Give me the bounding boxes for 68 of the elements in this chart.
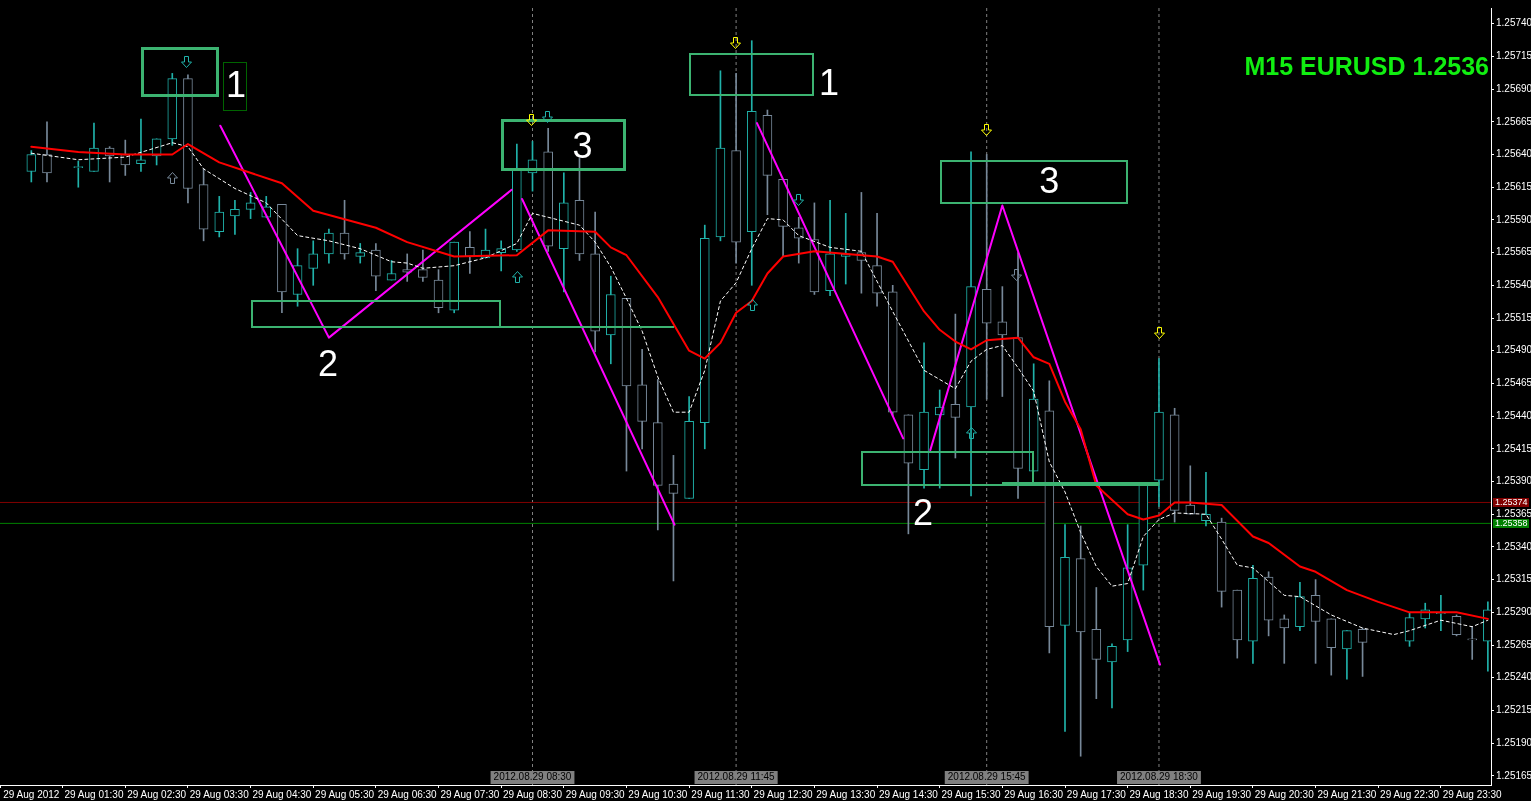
x-tick-label: 29 Aug 15:30 [941,788,1001,800]
x-tick-label: 29 Aug 16:30 [1004,788,1064,800]
x-tick-label: 29 Aug 12:30 [753,788,813,800]
x-tick-label: 29 Aug 08:30 [503,788,563,800]
annotation: 3 [1039,159,1060,201]
x-tick-label: 29 Aug 01:30 [64,788,124,800]
ref-line-label: 1.25358 [1495,517,1528,528]
y-tick-label: 1.25315 [1496,573,1531,585]
x-tick-label: 29 Aug 04:30 [252,788,312,800]
y-tick-label: 1.25665 [1496,115,1531,127]
annotation: 1 [225,63,246,105]
y-tick-label: 1.25640 [1496,148,1531,160]
x-tick-label: 29 Aug 22:30 [1380,788,1440,800]
candlestick [1279,614,1290,664]
y-tick-label: 1.25490 [1496,344,1531,356]
candlestick [1185,465,1196,515]
x-tick-label: 29 Aug 23:30 [1442,788,1503,800]
y-tick-label: 1.25740 [1496,17,1531,29]
x-tick-label: 29 Aug 21:30 [1317,788,1377,800]
x-tick-label: 29 Aug 07:30 [440,788,500,800]
y-tick-label: 1.25340 [1496,540,1531,552]
y-tick-label: 1.25240 [1496,671,1531,683]
annotation: 1 [819,61,840,103]
annotation: 3 [572,125,593,167]
y-tick-label: 1.25465 [1496,377,1531,389]
x-tick-label: 29 Aug 11:30 [691,788,750,800]
y-tick-label: 1.25590 [1496,213,1531,225]
x-tick-label: 29 Aug 2012 [3,788,60,800]
x-tick-label: 29 Aug 18:30 [1129,788,1189,800]
candlestick [136,118,146,172]
x-tick-label: 29 Aug 10:30 [628,788,688,800]
y-tick-label: 1.25715 [1496,50,1531,62]
y-tick-label: 1.25165 [1496,769,1531,781]
x-tick-label: 29 Aug 20:30 [1254,788,1315,800]
x-tick-label: 29 Aug 14:30 [878,788,939,800]
ref-line-label: 2012.08.29 08:30 [493,771,572,783]
annotation: 2 [317,343,338,385]
candlestick [981,154,992,400]
annotation: 2 [913,491,934,533]
x-tick-label: 29 Aug 06:30 [377,788,438,800]
ref-line-label: 2012.08.29 15:45 [947,771,1027,783]
candlestick [1467,626,1478,660]
y-tick-label: 1.25365 [1496,507,1531,519]
x-tick-label: 29 Aug 19:30 [1192,788,1252,800]
ref-line-label: 2012.08.29 11:45 [697,771,776,783]
y-tick-label: 1.25290 [1496,606,1531,618]
y-tick-label: 1.25415 [1496,442,1531,454]
ref-line-label: 2012.08.29 18:30 [1120,771,1199,783]
text: M15 EURUSD 1.2536 [1244,52,1489,81]
y-tick-label: 1.25440 [1496,409,1531,421]
x-tick-label: 29 Aug 17:30 [1066,788,1127,800]
y-tick-label: 1.25540 [1496,279,1531,291]
x-tick-label: 29 Aug 02:30 [127,788,187,800]
y-tick-label: 1.25215 [1496,704,1531,716]
x-tick-label: 29 Aug 03:30 [189,788,250,800]
y-tick-label: 1.25515 [1496,311,1531,323]
y-tick-label: 1.25265 [1496,638,1531,650]
y-tick-label: 1.25390 [1496,475,1531,487]
candlestick [230,199,240,235]
x-tick-label: 29 Aug 09:30 [565,788,626,800]
ref-line-label: 1.25374 [1495,496,1528,507]
candlestick [1107,643,1117,709]
y-tick-label: 1.25565 [1496,246,1531,258]
y-tick-label: 1.25690 [1496,82,1531,94]
x-tick-label: 29 Aug 05:30 [315,788,375,800]
x-tick-label: 29 Aug 13:30 [816,788,876,800]
y-tick-label: 1.25190 [1496,736,1531,748]
y-tick-label: 1.25615 [1496,180,1531,192]
